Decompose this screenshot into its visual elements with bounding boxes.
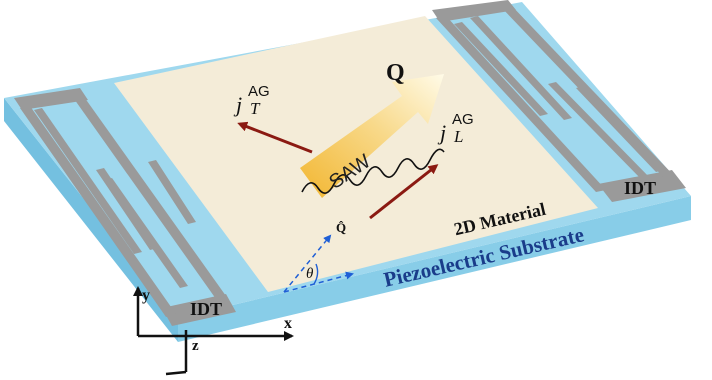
right-idt-electrodes xyxy=(432,0,686,202)
transverse-current-symbol: j xyxy=(233,92,242,117)
left-idt-pad-bottom xyxy=(162,294,236,326)
left-idt-pad-top xyxy=(14,88,88,110)
saw-wave-line xyxy=(301,148,445,194)
substrate-front-face xyxy=(4,98,178,342)
left-idt-finger-3 xyxy=(148,160,196,224)
right-idt-finger-4 xyxy=(576,86,664,172)
angle-arc xyxy=(313,263,319,285)
axis-x-label: x xyxy=(284,315,292,332)
left-idt-finger-4 xyxy=(104,178,188,288)
axis-z-diag xyxy=(165,370,187,376)
left-idt-electrodes xyxy=(14,88,236,326)
longitudinal-current-subscript: L xyxy=(453,127,463,146)
right-idt-pad-top xyxy=(432,0,516,22)
saw-arrow-body xyxy=(300,74,444,198)
q-hat-label: Q̂ xyxy=(336,220,346,235)
transverse-current-superscript: AG xyxy=(248,83,270,100)
q-hat-dashed-vector xyxy=(283,234,332,293)
axis-z-label: z xyxy=(192,338,199,354)
left-idt-bar-inner xyxy=(72,94,226,299)
left-idt-bar-outer xyxy=(20,106,176,317)
right-idt-pad-bottom xyxy=(598,170,686,202)
longitudinal-current-arrow xyxy=(369,164,439,220)
transverse-current-arrow xyxy=(237,121,313,154)
transverse-current-subscript: T xyxy=(250,99,261,118)
idt-left-label: IDT xyxy=(190,299,222,319)
substrate-right-face xyxy=(178,196,691,342)
right-idt-bar-inner xyxy=(436,16,606,192)
transverse-current-label: j AG T xyxy=(233,83,270,118)
longitudinal-current-label: j AG L xyxy=(437,111,474,146)
idt-right-label: IDT xyxy=(624,178,656,198)
direction-indicator: θ Q̂ xyxy=(283,220,354,293)
right-idt-finger-2 xyxy=(470,16,572,120)
right-idt-finger-3 xyxy=(548,82,652,182)
reference-dashed-axis xyxy=(283,271,354,293)
coordinate-axes: x y z xyxy=(133,286,294,376)
right-idt-finger-1 xyxy=(454,22,548,116)
left-idt-finger-1 xyxy=(34,108,142,254)
longitudinal-current-superscript: AG xyxy=(452,111,474,128)
wavevector-label: Q xyxy=(386,60,405,86)
longitudinal-current-symbol: j xyxy=(437,120,446,145)
angle-label: θ xyxy=(306,266,314,282)
axis-y-label: y xyxy=(142,287,150,304)
